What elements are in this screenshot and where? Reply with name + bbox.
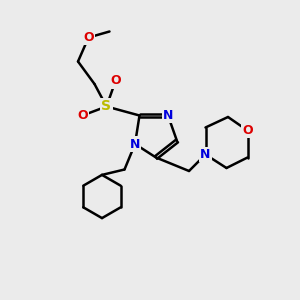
Text: N: N — [130, 137, 140, 151]
Text: O: O — [242, 124, 253, 137]
Text: N: N — [200, 148, 211, 161]
Text: O: O — [83, 31, 94, 44]
Text: O: O — [110, 74, 121, 88]
Text: O: O — [77, 109, 88, 122]
Text: N: N — [163, 109, 173, 122]
Text: S: S — [101, 100, 112, 113]
